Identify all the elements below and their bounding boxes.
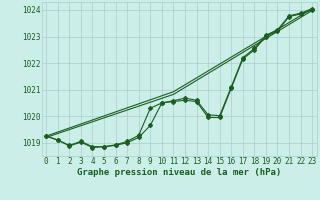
X-axis label: Graphe pression niveau de la mer (hPa): Graphe pression niveau de la mer (hPa): [77, 168, 281, 177]
